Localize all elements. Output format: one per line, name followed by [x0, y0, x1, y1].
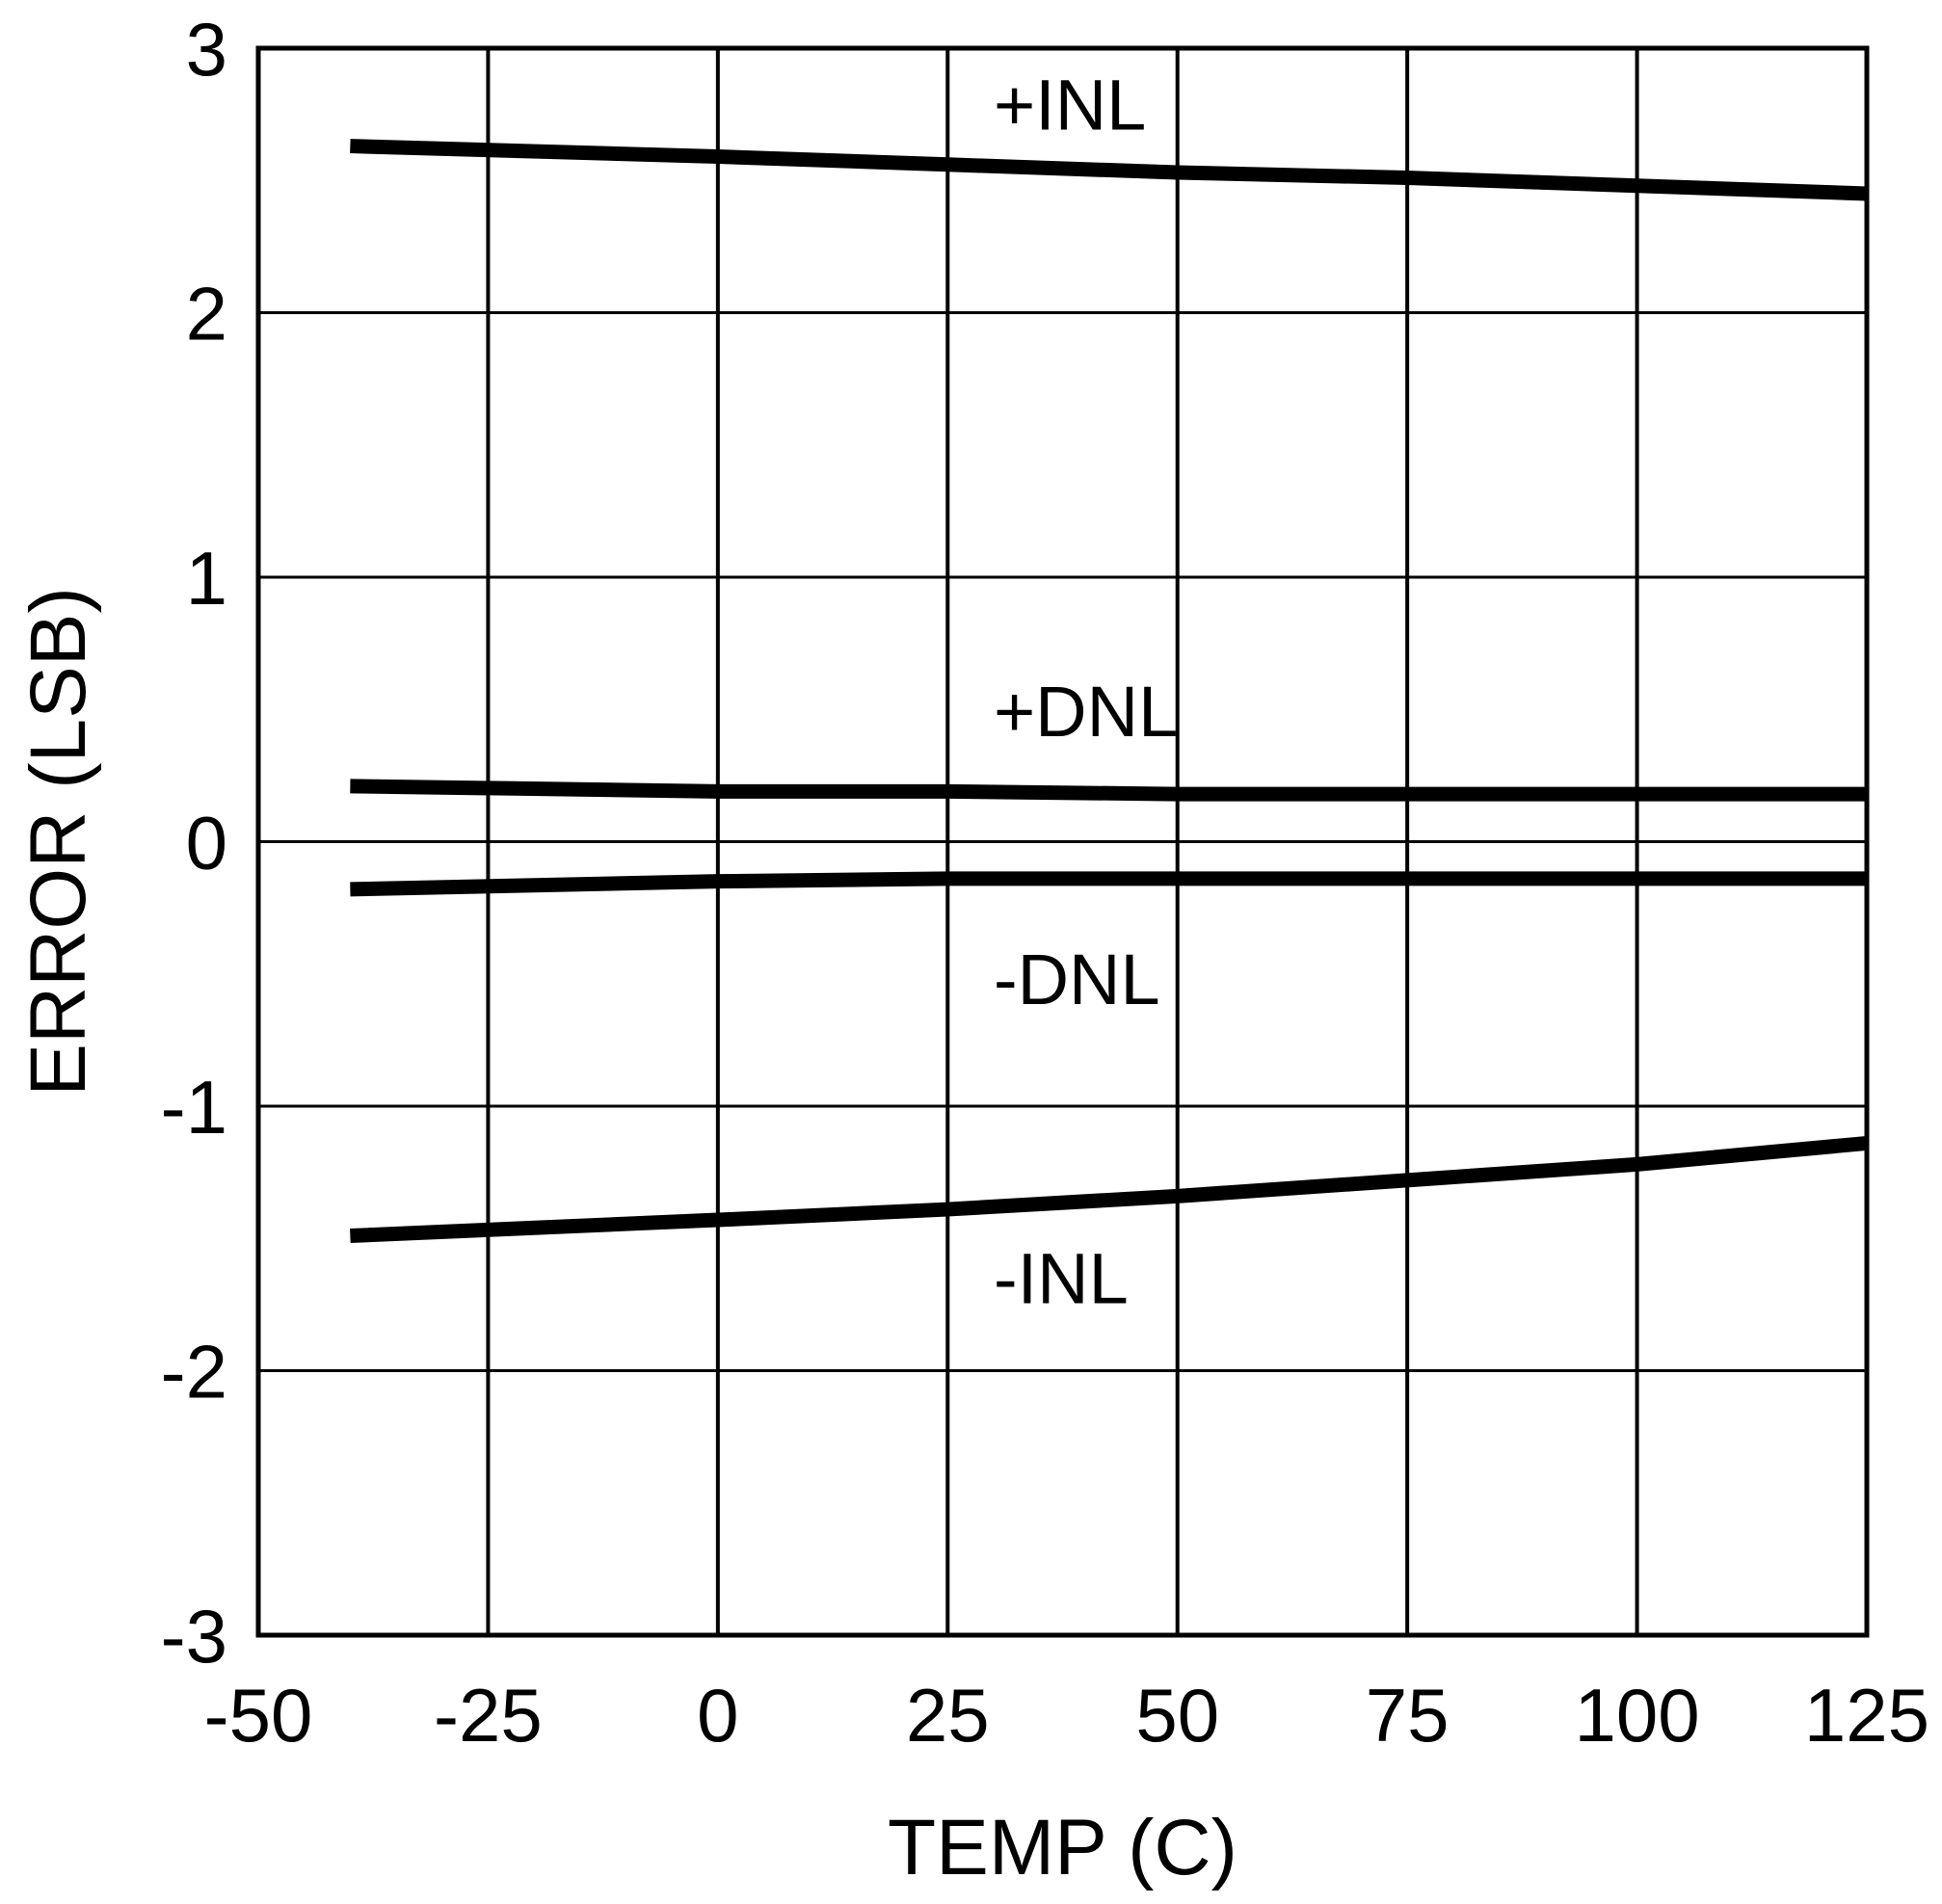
plot-frame: [255, 45, 1870, 1638]
x-tick-label: 25: [906, 1673, 990, 1758]
y-axis-title: ERROR (LSB): [14, 587, 102, 1097]
series-line-dnl-neg: [350, 871, 1867, 897]
y-tick-label: -1: [161, 1065, 227, 1150]
series-label: -INL: [994, 1238, 1129, 1318]
series-label: -DNL: [994, 939, 1160, 1019]
x-tick-labels: -50 -25 0 25 50 75 100 125: [204, 1673, 1929, 1758]
y-tick-label: 1: [186, 536, 227, 621]
grid-layer: [258, 48, 1867, 1635]
x-tick-label: 100: [1575, 1673, 1700, 1758]
x-axis-title: TEMP (C): [888, 1804, 1237, 1891]
series-label-layer: +INL +DNL -DNL -INL: [994, 65, 1178, 1318]
y-tick-label: 2: [186, 272, 227, 357]
y-tick-label: -3: [161, 1594, 227, 1679]
series-label: +INL: [994, 65, 1146, 145]
x-tick-label: -25: [434, 1673, 543, 1758]
x-tick-label: 0: [697, 1673, 738, 1758]
series-line-dnl-pos: [350, 779, 1867, 802]
x-tick-label: -50: [204, 1673, 313, 1758]
x-tick-label: 75: [1366, 1673, 1450, 1758]
y-tick-labels: -3 -2 -1 0 1 2 3: [161, 7, 227, 1679]
y-tick-label: -2: [161, 1330, 227, 1415]
series-line-inl-pos: [350, 139, 1868, 201]
series-label: +DNL: [994, 672, 1178, 752]
y-tick-label: 3: [186, 7, 227, 92]
x-tick-label: 50: [1135, 1673, 1219, 1758]
x-tick-label: 125: [1804, 1673, 1929, 1758]
series-line-inl-neg: [350, 1135, 1868, 1243]
series-layer: [350, 139, 1868, 1243]
y-tick-label: 0: [186, 801, 227, 886]
